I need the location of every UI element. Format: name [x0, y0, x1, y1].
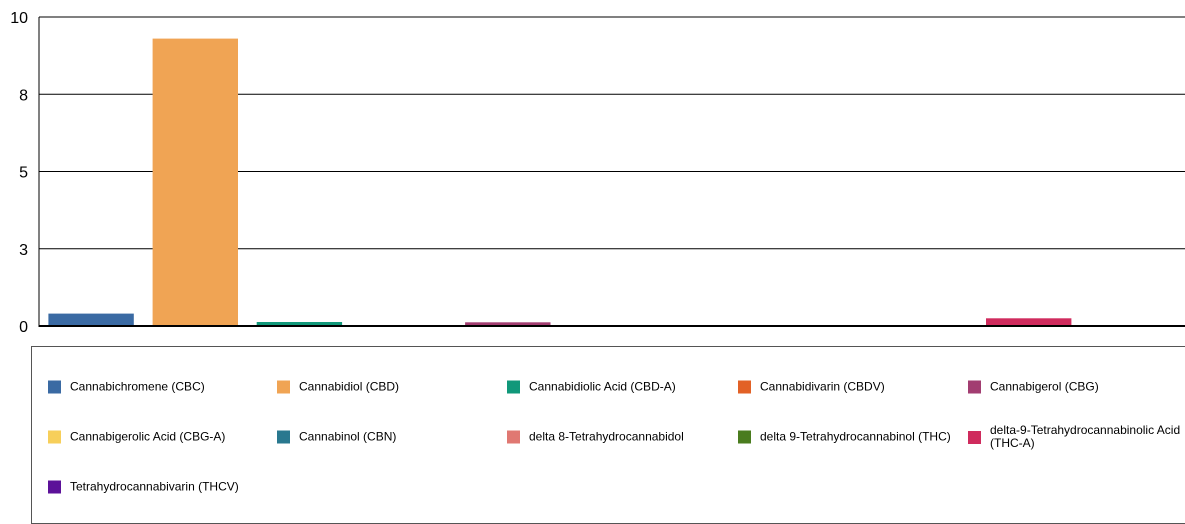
bar-4	[465, 322, 551, 326]
legend-item: Cannabigerol (CBG)	[968, 379, 1099, 394]
legend-item: Cannabigerolic Acid (CBG-A)	[48, 429, 226, 444]
y-tick-label: 8	[19, 87, 28, 104]
legend-label: Cannabigerol (CBG)	[990, 379, 1099, 394]
legend-label: Cannabidiolic Acid (CBD-A)	[529, 379, 676, 394]
legend-label: delta-9-Tetrahydrocannabinolic Acid (THC…	[990, 423, 1181, 450]
legend-item: delta-9-Tetrahydrocannabinolic Acid (THC…	[968, 424, 1185, 450]
legend-item: Cannabidivarin (CBDV)	[738, 379, 885, 394]
legend-item: delta 8-Tetrahydrocannabidol	[507, 429, 684, 444]
legend-swatch	[507, 430, 520, 444]
y-tick-labels: 0 3 5 8 10	[10, 10, 28, 336]
legend-label: Cannabichromene (CBC)	[70, 379, 205, 394]
legend-label: Cannabinol (CBN)	[299, 429, 397, 444]
legend-label: delta 8-Tetrahydrocannabidol	[529, 429, 684, 444]
y-tick-label: 0	[19, 319, 28, 336]
legend-label: Tetrahydrocannabivarin (THCV)	[70, 479, 239, 494]
y-tick-label: 3	[19, 242, 28, 259]
legend-item: delta 9-Tetrahydrocannabinol (THC)	[738, 429, 951, 444]
y-tick-label: 5	[19, 165, 28, 182]
legend-item: Cannabinol (CBN)	[277, 429, 397, 444]
legend-swatch	[48, 480, 61, 494]
y-tick-label: 10	[10, 10, 28, 27]
legend: Cannabichromene (CBC) Cannabidiol (CBD) Ca…	[31, 346, 1185, 524]
bars	[48, 38, 1072, 326]
legend-swatch	[507, 380, 520, 394]
legend-item: Cannabichromene (CBC)	[48, 379, 205, 394]
legend-swatch	[277, 380, 290, 394]
legend-item: Cannabidiol (CBD)	[277, 379, 400, 394]
legend-label: Cannabidivarin (CBDV)	[760, 379, 885, 394]
legend-swatch	[277, 430, 290, 444]
legend-item: Cannabidiolic Acid (CBD-A)	[507, 379, 676, 394]
bar-2	[256, 322, 343, 326]
legend-swatch	[48, 380, 61, 394]
bar-9	[986, 318, 1072, 326]
legend-swatch	[968, 380, 981, 394]
legend-label: Cannabigerolic Acid (CBG-A)	[70, 429, 226, 444]
bar-1	[152, 38, 238, 326]
bar-chart: 0 3 5 8 10	[10, 10, 1185, 336]
legend-item: Tetrahydrocannabivarin (THCV)	[48, 479, 239, 494]
axes	[38, 17, 1185, 327]
legend-label: Cannabidiol (CBD)	[299, 379, 400, 394]
legend-swatch	[738, 430, 751, 444]
bar-0	[48, 313, 134, 326]
legend-swatch	[48, 430, 61, 444]
legend-swatch	[968, 430, 981, 444]
legend-swatch	[738, 380, 751, 394]
legend-label: delta 9-Tetrahydrocannabinol (THC)	[760, 429, 951, 444]
